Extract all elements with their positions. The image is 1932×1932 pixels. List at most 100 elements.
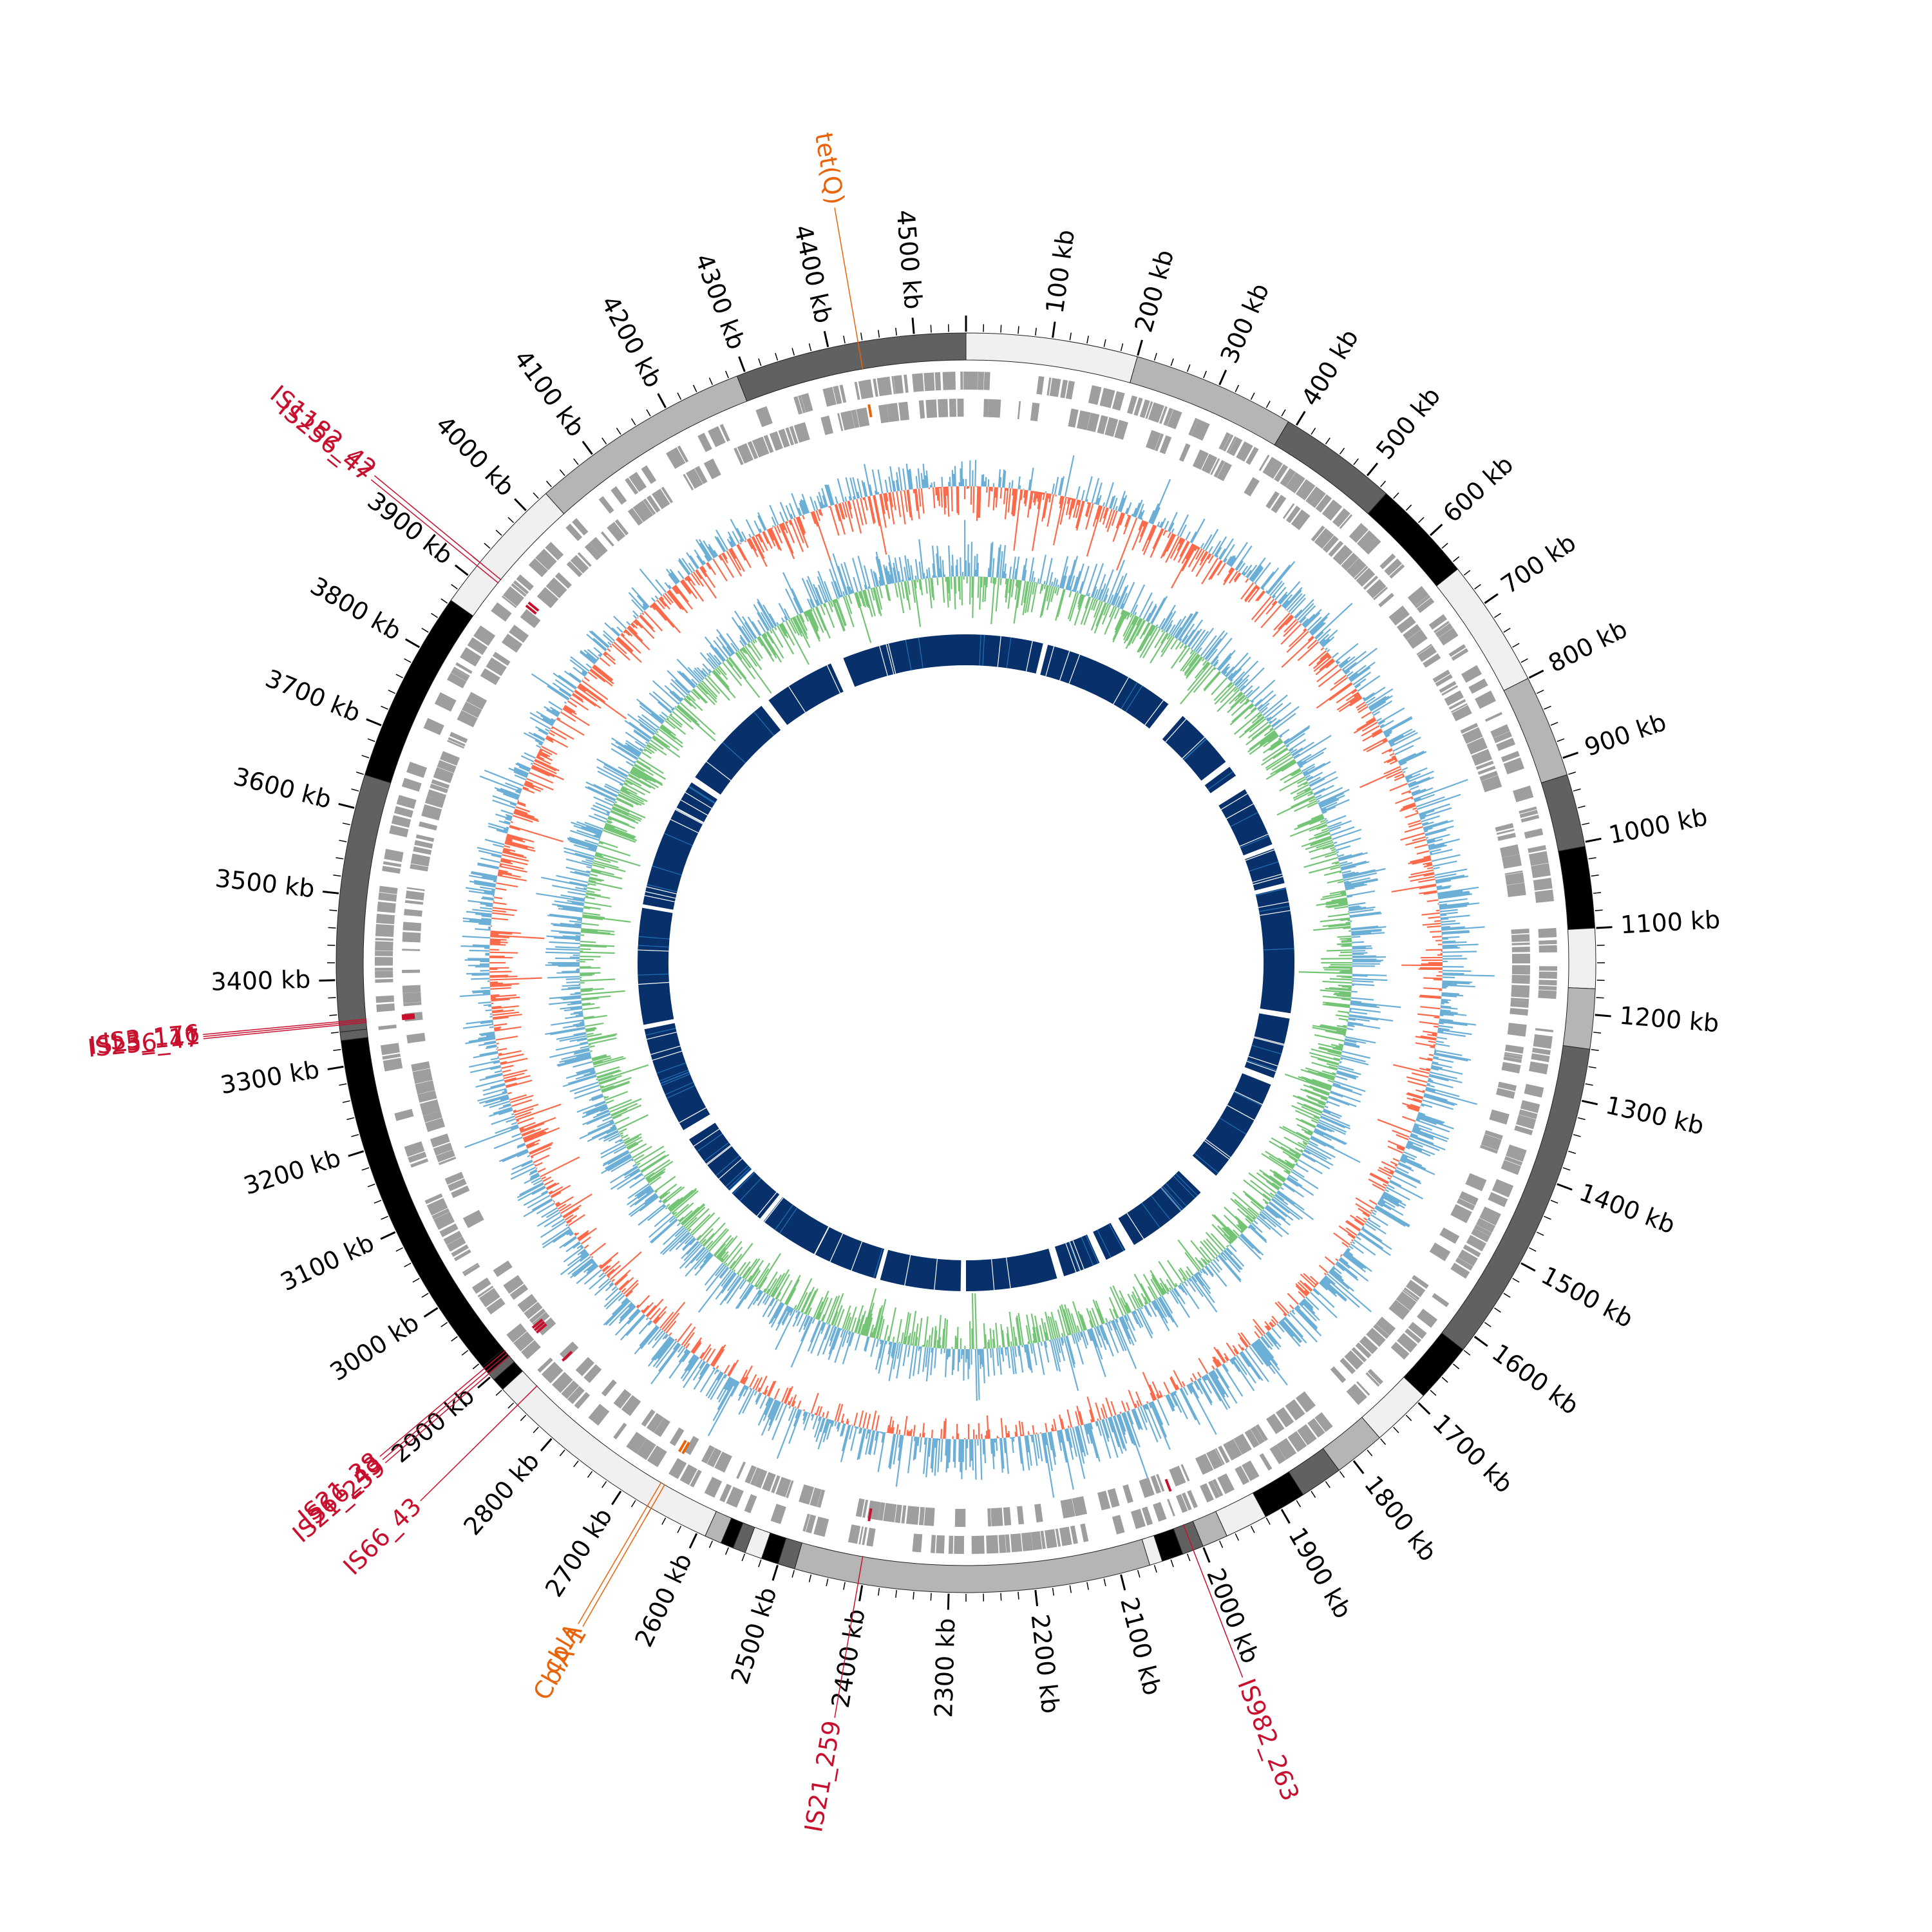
cds-feature xyxy=(402,932,421,943)
cds-feature xyxy=(524,1302,543,1320)
cds-feature xyxy=(478,1287,500,1307)
cds-feature xyxy=(1412,1274,1429,1289)
scale-tick xyxy=(1311,1491,1316,1498)
cds-feature xyxy=(876,376,893,397)
cds-feature xyxy=(1287,1431,1307,1452)
gc-content-above xyxy=(536,520,1401,1401)
cds-feature xyxy=(647,1445,667,1468)
homology-variant-line xyxy=(1248,1056,1278,1066)
cds-feature xyxy=(856,407,870,428)
tick-label: 4000 kb xyxy=(430,410,520,502)
scale-tick xyxy=(395,1247,403,1252)
scale-tick xyxy=(404,658,412,663)
cds-feature xyxy=(1490,724,1510,739)
scale-tick xyxy=(1528,669,1544,679)
cds-feature xyxy=(1504,1054,1522,1059)
cds-feature xyxy=(1379,553,1396,569)
cds-feature xyxy=(1332,544,1353,565)
cds-feature xyxy=(1322,535,1339,553)
cds-feature xyxy=(769,431,783,451)
cds-feature xyxy=(793,396,803,415)
homology-variant-line xyxy=(722,742,746,764)
cds-feature xyxy=(898,401,909,421)
scale-tick xyxy=(708,1540,714,1548)
cds-feature xyxy=(1466,1235,1486,1252)
cds-feature xyxy=(813,1516,829,1537)
scale-tick xyxy=(1367,1450,1373,1457)
cds-feature xyxy=(427,789,447,802)
scale-tick xyxy=(1296,1500,1302,1508)
scale-tick xyxy=(533,1426,539,1434)
cds-feature xyxy=(1217,461,1232,482)
scale-tick xyxy=(1069,1585,1072,1593)
scale-tick xyxy=(361,1167,370,1171)
cds-feature xyxy=(918,400,925,419)
cds-feature xyxy=(854,381,860,401)
cds-feature xyxy=(393,806,413,818)
cds-feature xyxy=(486,1298,506,1315)
cds-feature xyxy=(1479,770,1499,781)
scale-tick xyxy=(374,1200,382,1204)
scale-tick xyxy=(772,1564,779,1581)
homology-variant-line xyxy=(1263,948,1294,951)
cds-feature xyxy=(437,760,457,773)
cds-feature xyxy=(1524,828,1544,839)
homology-variant-line xyxy=(753,712,775,736)
cds-feature xyxy=(806,1514,817,1534)
cds-feature xyxy=(402,969,421,974)
cds-feature xyxy=(1346,558,1367,578)
cds-feature xyxy=(1148,402,1164,423)
cds-feature xyxy=(1506,1144,1527,1162)
feature-mark xyxy=(401,1014,415,1019)
cds-feature xyxy=(1434,621,1450,634)
cds-feature xyxy=(706,1448,722,1468)
scale-tick xyxy=(1281,409,1286,417)
scale-tick xyxy=(630,418,636,426)
cds-feature xyxy=(800,393,813,413)
feature-mark xyxy=(867,1508,873,1522)
cds-feature xyxy=(1396,1291,1417,1311)
cds-feature xyxy=(513,580,529,594)
cds-feature xyxy=(754,1469,768,1488)
tick-label: 3700 kb xyxy=(261,664,365,728)
cds-feature xyxy=(1539,966,1557,971)
cds-feature xyxy=(529,1308,546,1323)
cds-feature xyxy=(570,554,589,574)
homology-variant-line xyxy=(991,1259,995,1291)
cds-feature xyxy=(1463,1244,1481,1258)
homology-variant-line xyxy=(725,1165,749,1188)
scale-tick xyxy=(333,875,341,877)
cds-feature xyxy=(1359,1336,1378,1354)
cds-feature xyxy=(1206,1448,1224,1470)
cds-feature xyxy=(1465,1173,1487,1191)
cds-feature xyxy=(1179,443,1191,462)
cds-feature xyxy=(1532,1047,1551,1056)
scale-tick xyxy=(1052,321,1056,338)
scale-tick xyxy=(1463,1350,1471,1356)
homology-variant-line xyxy=(676,808,704,823)
cds-feature xyxy=(1439,681,1457,693)
cds-feature xyxy=(536,587,559,609)
homology-variant-line xyxy=(718,1158,743,1180)
cds-feature xyxy=(1297,1424,1317,1446)
cds-feature xyxy=(1130,1508,1146,1530)
cds-feature xyxy=(904,374,909,393)
tick-label: 3400 kb xyxy=(211,965,311,996)
homology-ring xyxy=(638,634,1295,1291)
homology-variant-line xyxy=(688,786,715,804)
gc-skew-positive xyxy=(459,455,1495,1498)
cds-feature xyxy=(1496,829,1515,835)
cds-feature xyxy=(431,779,450,789)
cds-feature xyxy=(552,1372,573,1394)
cds-feature xyxy=(1354,565,1368,580)
homology-variant-line xyxy=(997,636,1001,667)
cds-feature xyxy=(1475,690,1497,709)
scale-tick xyxy=(1170,358,1174,366)
cds-feature xyxy=(509,625,529,643)
contig-block xyxy=(1567,927,1596,989)
homology-variant-line xyxy=(814,1226,829,1255)
scale-tick xyxy=(1103,339,1106,347)
cds-feature xyxy=(1450,1262,1470,1279)
scale-tick xyxy=(1186,364,1191,372)
cds-feature xyxy=(708,426,726,448)
